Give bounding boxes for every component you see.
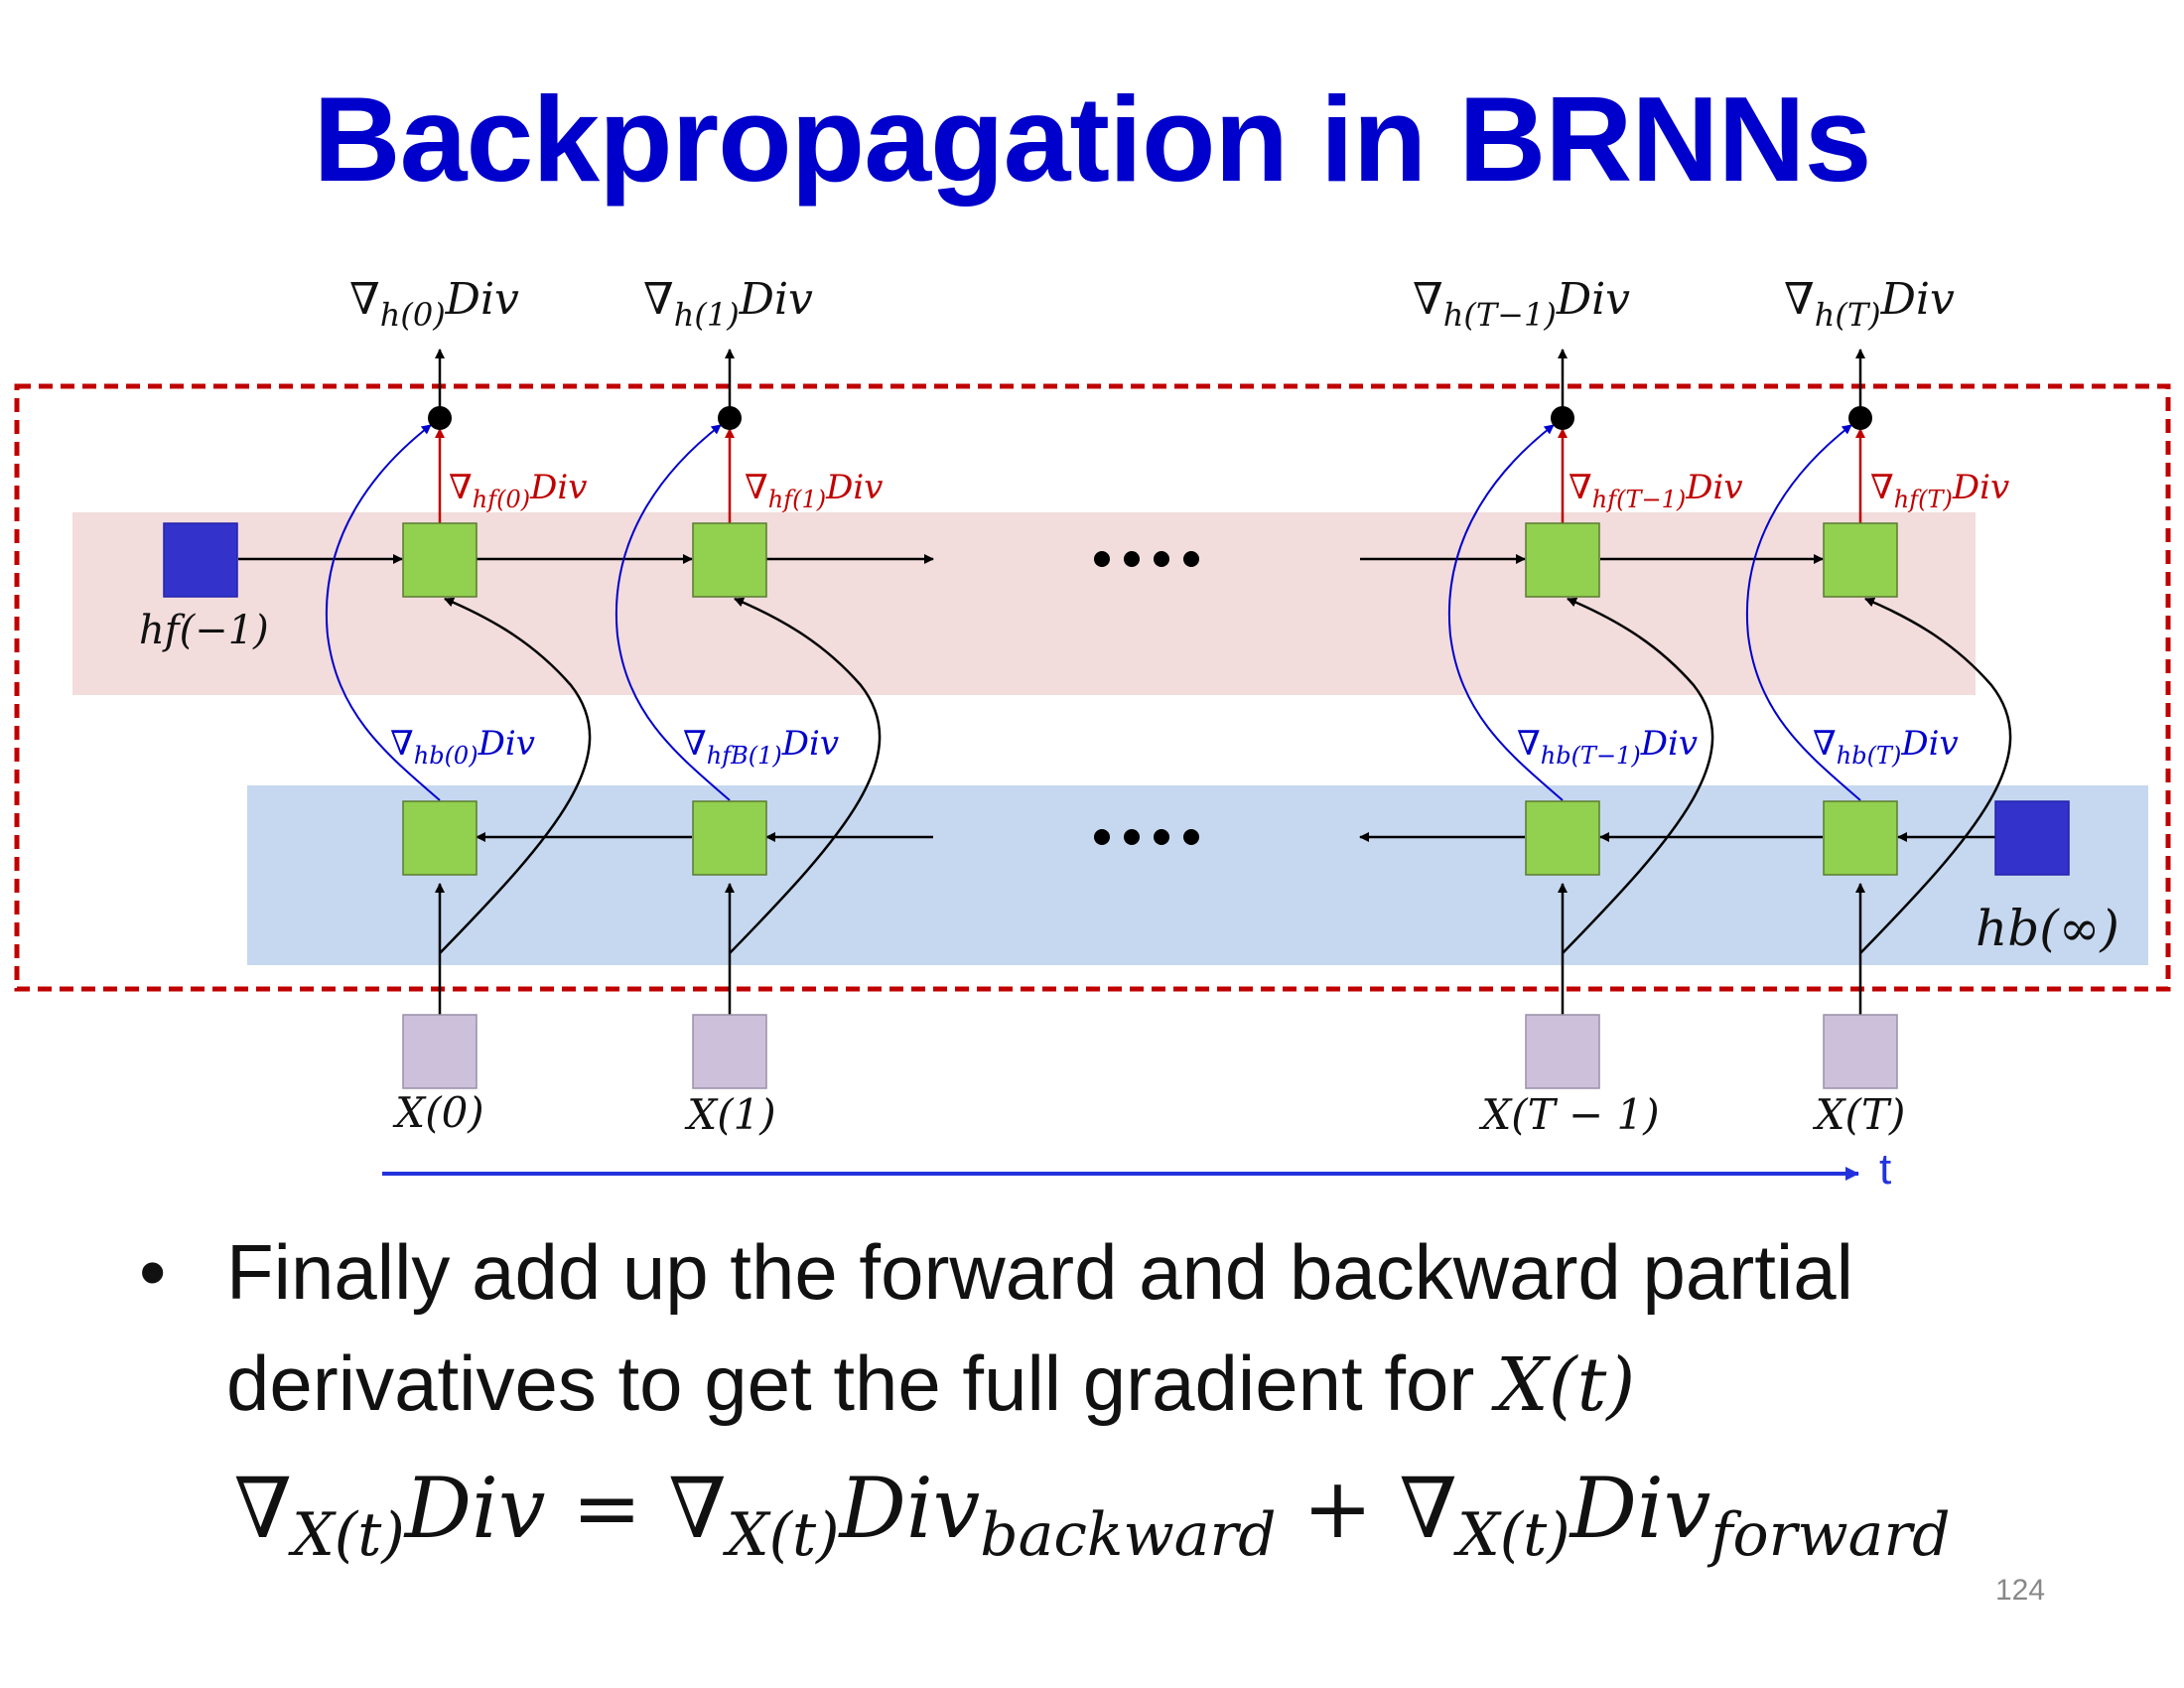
- input-to-forward-curve: [729, 597, 882, 954]
- top-grad-label-2: ∇h(T−1)Div: [1413, 274, 1630, 334]
- backward-ellipsis: [1094, 829, 1199, 845]
- backward-grad-curve: [1447, 424, 1564, 801]
- eq-t2-sub: X(t): [1456, 1499, 1570, 1570]
- forward-grad-label-1: ∇hf(1)Div: [745, 468, 883, 513]
- forward-grad-label-3: ∇hf(T)Div: [1870, 468, 2009, 513]
- forward-cell: [1823, 522, 1898, 598]
- backward-cell: [402, 800, 478, 876]
- eq-lhs-sub: X(t): [292, 1499, 405, 1570]
- gradient-equation: ∇X(t)Div = ∇X(t)Divbackward + ∇X(t)Divfo…: [0, 1460, 2184, 1570]
- eq-t2-div: Div: [1570, 1460, 1711, 1557]
- input-to-forward-curve: [1859, 597, 2012, 954]
- forward-cell: [1525, 522, 1600, 598]
- eq-plus: + ∇: [1276, 1460, 1457, 1557]
- backward-grad-curve: [614, 424, 731, 801]
- top-grad-label-0: ∇h(0)Div: [349, 274, 519, 334]
- top-grad-label-1: ∇h(1)Div: [643, 274, 813, 334]
- eq-lhs-div: Div = ∇: [404, 1460, 727, 1557]
- hf-init-label: hf(−1): [139, 608, 269, 653]
- input-to-forward-curve: [439, 597, 592, 954]
- sum-node: [1848, 406, 1872, 430]
- eq-lhs-nabla: ∇: [233, 1460, 293, 1557]
- backward-grad-curve: [325, 424, 441, 801]
- input-label-1: X(1): [684, 1090, 775, 1139]
- input-cell: [402, 1014, 478, 1089]
- bullet-text: Finally add up the forward and backward …: [226, 1216, 2113, 1441]
- bullet-math: X(t): [1496, 1342, 1636, 1428]
- backward-grad-label-3: ∇hb(T)Div: [1813, 724, 1959, 770]
- backward-cell: [692, 800, 767, 876]
- dashed-highlight-box: [14, 383, 2171, 992]
- top-grad-label-3: ∇h(T)Div: [1784, 274, 1955, 334]
- input-label-3: X(T): [1813, 1090, 1906, 1139]
- time-label: t: [1879, 1145, 1891, 1194]
- sum-node: [428, 406, 452, 430]
- eq-t1-div: Div: [839, 1460, 981, 1557]
- hf-init-cell: [163, 522, 238, 598]
- page-number: 124: [1995, 1574, 2046, 1607]
- hb-init-cell: [1994, 800, 2070, 876]
- forward-cell: [692, 522, 767, 598]
- forward-band: [72, 512, 1976, 695]
- bullet-line-1: Finally add up the forward and backward …: [226, 1228, 1853, 1316]
- input-label-0: X(0): [392, 1088, 483, 1137]
- hb-init-label: hb(∞): [1976, 900, 2119, 957]
- input-cell: [1525, 1014, 1600, 1089]
- backward-cell: [1823, 800, 1898, 876]
- forward-cell: [402, 522, 478, 598]
- input-label-2: X(T − 1): [1478, 1090, 1659, 1139]
- forward-ellipsis: [1094, 551, 1199, 567]
- sum-node: [718, 406, 742, 430]
- backward-grad-label-1: ∇hfB(1)Div: [683, 724, 839, 770]
- backward-grad-label-0: ∇hb(0)Div: [390, 724, 535, 770]
- backward-grad-curve: [1745, 424, 1861, 801]
- input-cell: [692, 1014, 767, 1089]
- bullet-symbol: •: [139, 1228, 167, 1316]
- forward-grad-label-0: ∇hf(0)Div: [449, 468, 587, 513]
- input-cell: [1823, 1014, 1898, 1089]
- backward-cell: [1525, 800, 1600, 876]
- eq-t1-sub2: backward: [980, 1499, 1277, 1570]
- forward-grad-label-2: ∇hf(T−1)Div: [1569, 468, 1743, 513]
- eq-t2-sub2: forward: [1710, 1499, 1951, 1570]
- bullet-line-2: derivatives to get the full gradient for: [226, 1339, 1475, 1427]
- sum-node: [1551, 406, 1574, 430]
- eq-t1-sub: X(t): [726, 1499, 840, 1570]
- backward-grad-label-2: ∇hb(T−1)Div: [1517, 724, 1698, 770]
- input-to-forward-curve: [1562, 597, 1714, 954]
- slide-title: Backpropagation in BRNNs: [313, 71, 1872, 207]
